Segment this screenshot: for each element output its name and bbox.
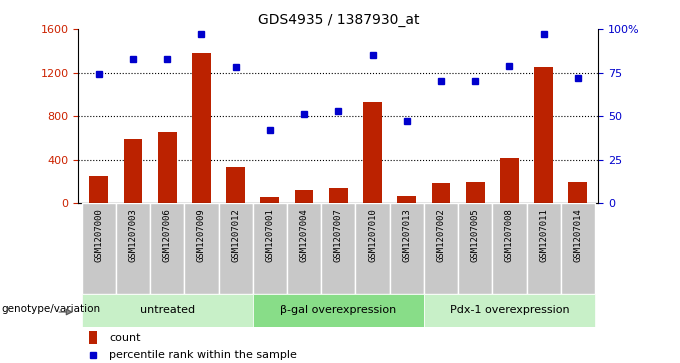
Bar xyxy=(124,139,142,203)
Bar xyxy=(184,203,218,294)
Bar xyxy=(192,53,211,203)
Bar xyxy=(397,196,416,203)
Bar xyxy=(116,203,150,294)
Bar xyxy=(253,203,287,294)
Text: β-gal overexpression: β-gal overexpression xyxy=(280,305,396,315)
Bar xyxy=(561,203,595,294)
Bar xyxy=(88,331,97,344)
Bar xyxy=(356,203,390,294)
Title: GDS4935 / 1387930_at: GDS4935 / 1387930_at xyxy=(258,13,419,26)
Bar xyxy=(500,158,519,203)
Bar xyxy=(568,182,588,203)
Bar xyxy=(226,167,245,203)
Text: untreated: untreated xyxy=(139,305,194,315)
Bar xyxy=(458,203,492,294)
Bar xyxy=(534,67,553,203)
Text: GSM1207006: GSM1207006 xyxy=(163,208,171,262)
Text: GSM1207004: GSM1207004 xyxy=(300,208,309,262)
Text: Pdx-1 overexpression: Pdx-1 overexpression xyxy=(449,305,569,315)
Text: GSM1207007: GSM1207007 xyxy=(334,208,343,262)
Text: GSM1207008: GSM1207008 xyxy=(505,208,514,262)
Bar xyxy=(424,203,458,294)
Text: count: count xyxy=(109,333,141,343)
Text: GSM1207000: GSM1207000 xyxy=(95,208,103,262)
Bar xyxy=(526,203,561,294)
Text: genotype/variation: genotype/variation xyxy=(1,304,101,314)
Bar xyxy=(390,203,424,294)
Bar xyxy=(363,102,382,203)
Bar xyxy=(287,203,321,294)
Bar xyxy=(218,203,253,294)
Text: GSM1207002: GSM1207002 xyxy=(437,208,445,262)
Text: GSM1207003: GSM1207003 xyxy=(129,208,137,262)
Bar xyxy=(492,203,526,294)
Text: GSM1207005: GSM1207005 xyxy=(471,208,479,262)
Text: GSM1207014: GSM1207014 xyxy=(573,208,582,262)
Text: GSM1207010: GSM1207010 xyxy=(368,208,377,262)
Bar xyxy=(260,197,279,203)
Bar xyxy=(82,294,253,327)
Bar xyxy=(253,294,424,327)
Bar xyxy=(158,132,177,203)
Text: GSM1207009: GSM1207009 xyxy=(197,208,206,262)
Text: GSM1207013: GSM1207013 xyxy=(403,208,411,262)
Bar xyxy=(466,182,485,203)
Bar xyxy=(432,183,450,203)
Bar xyxy=(89,176,108,203)
Bar xyxy=(321,203,356,294)
Bar xyxy=(294,190,313,203)
Text: GSM1207001: GSM1207001 xyxy=(265,208,274,262)
Bar xyxy=(82,203,116,294)
Bar xyxy=(424,294,595,327)
Text: GSM1207012: GSM1207012 xyxy=(231,208,240,262)
Bar xyxy=(150,203,184,294)
Text: GSM1207011: GSM1207011 xyxy=(539,208,548,262)
Text: percentile rank within the sample: percentile rank within the sample xyxy=(109,350,297,360)
Bar xyxy=(329,188,347,203)
